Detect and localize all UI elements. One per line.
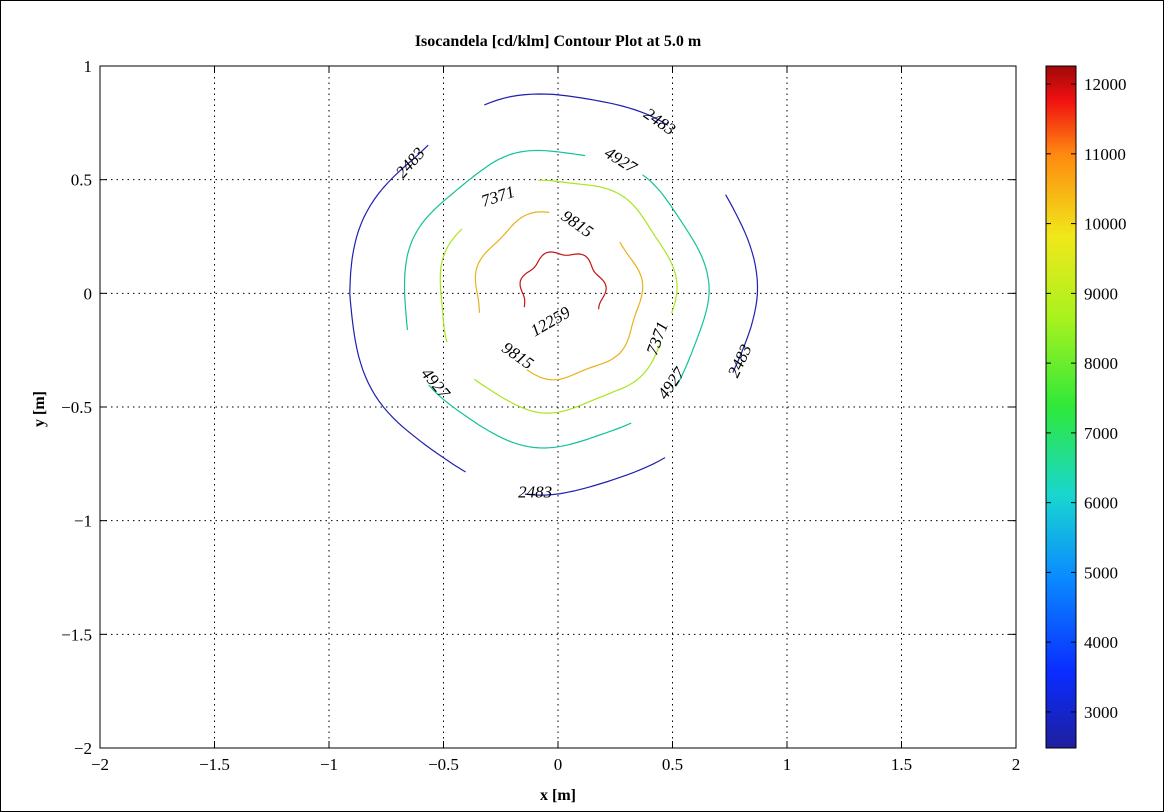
colorbar-tick-label: 12000 <box>1084 75 1127 94</box>
colorbar-tick-label: 9000 <box>1084 284 1118 303</box>
y-tick-label: 1 <box>84 57 93 76</box>
y-axis: −2 −1.5 −1 −0.5 0 0.5 1 <box>61 57 1016 758</box>
colorbar <box>1045 65 1077 749</box>
y-axis-label: y [m] <box>31 391 48 427</box>
contour-lines <box>349 93 759 496</box>
colorbar-tick-label: 3000 <box>1084 703 1118 722</box>
x-tick-label: 2 <box>1012 755 1021 774</box>
x-axis: −2 −1.5 −1 −0.5 0 0.5 1 1.5 2 <box>91 66 1020 774</box>
colorbar-ticks: 3000 4000 5000 6000 7000 8000 9000 10000 11000 12… <box>1046 75 1127 722</box>
x-tick-label: −1 <box>320 755 338 774</box>
y-tick-label: −1 <box>74 512 92 531</box>
colorbar-tick-label: 4000 <box>1084 633 1118 652</box>
colorbar-tick-label: 10000 <box>1084 215 1127 234</box>
y-tick-label: −2 <box>74 739 92 758</box>
x-tick-label: −0.5 <box>428 755 459 774</box>
colorbar-tick-label: 8000 <box>1084 354 1118 373</box>
grid-lines <box>100 66 1016 748</box>
y-tick-label: −0.5 <box>61 398 92 417</box>
x-axis-label: x [m] <box>540 787 576 804</box>
contour-line-2483 <box>349 93 759 496</box>
y-tick-label: 0 <box>84 284 93 303</box>
contour-line-4927 <box>403 149 710 449</box>
colorbar-tick-label: 11000 <box>1084 145 1126 164</box>
colorbar-tick-label: 5000 <box>1084 563 1118 582</box>
x-tick-label: −1.5 <box>199 755 230 774</box>
x-tick-label: 0.5 <box>662 755 683 774</box>
x-tick-label: 1.5 <box>891 755 912 774</box>
chart-title: Isocandela [cd/klm] Contour Plot at 5.0 … <box>415 33 702 50</box>
y-tick-label: 0.5 <box>71 171 92 190</box>
colorbar-tick-label: 7000 <box>1084 424 1118 443</box>
x-tick-label: 0 <box>554 755 563 774</box>
contour-line-9815 <box>474 211 644 381</box>
contour-label: 2483 <box>518 482 552 501</box>
contour-line-12259 <box>519 251 607 310</box>
y-tick-label: −1.5 <box>61 625 92 644</box>
contour-line-7371 <box>439 179 678 414</box>
x-tick-label: −2 <box>91 755 109 774</box>
colorbar-tick-label: 6000 <box>1084 494 1118 513</box>
x-tick-label: 1 <box>783 755 792 774</box>
